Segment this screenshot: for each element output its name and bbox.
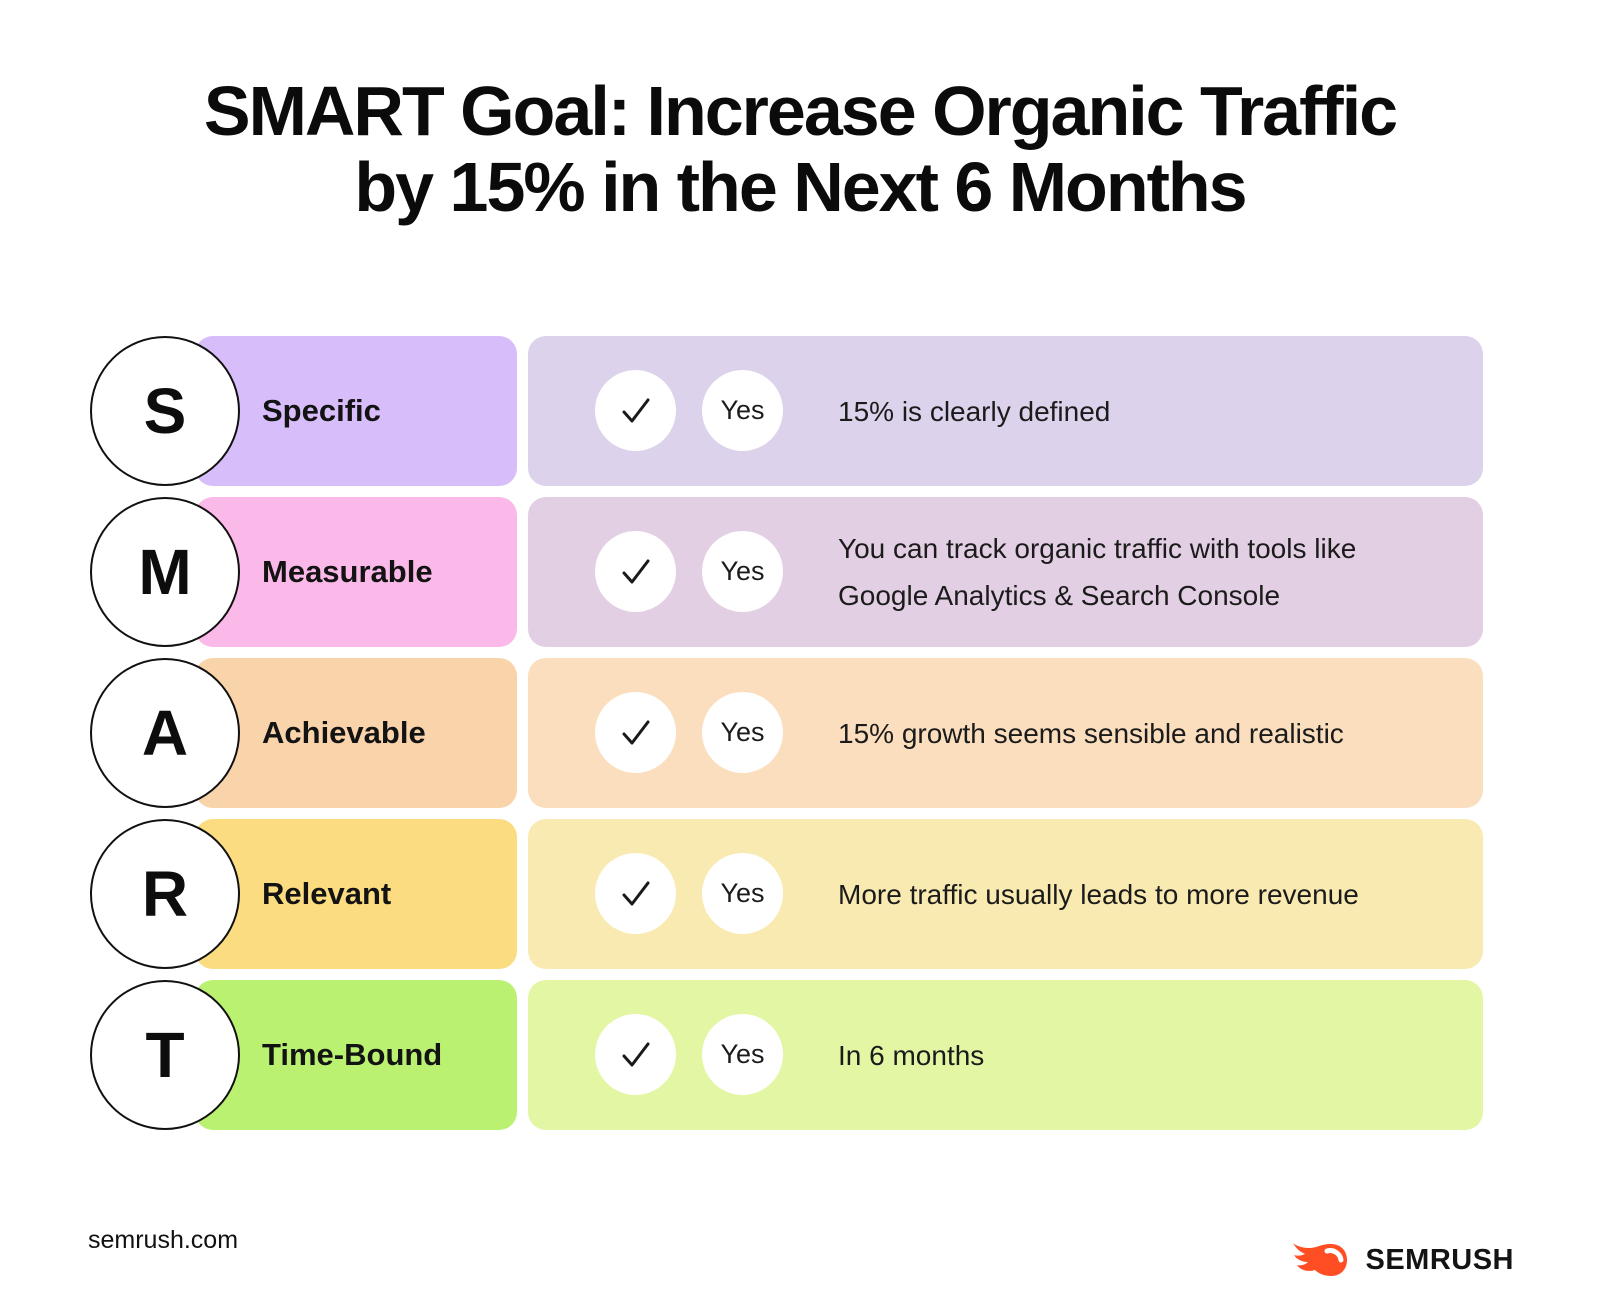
yes-label: Yes — [720, 395, 765, 425]
yes-label: Yes — [720, 1039, 765, 1069]
footer-site-url: semrush.com — [88, 1226, 239, 1254]
yes-badge: Yes — [702, 853, 783, 934]
smart-row-time-bound: T Time-Bound Yes In 6 months — [90, 980, 1483, 1130]
semrush-flame-icon — [1293, 1243, 1348, 1276]
letter: T — [145, 1019, 185, 1091]
smart-row-specific: S Specific Yes 15% is clearly defined — [90, 336, 1483, 486]
category-label: Achievable — [262, 715, 426, 750]
smart-row-achievable: A Achievable Yes 15% growth seems sensib… — [90, 658, 1483, 808]
letter: S — [143, 375, 187, 447]
check-circle — [595, 370, 676, 451]
description-line: More traffic usually leads to more reven… — [838, 878, 1359, 910]
yes-badge: Yes — [702, 370, 783, 451]
yes-label: Yes — [720, 878, 765, 908]
row-description: 15% is clearly defined — [838, 336, 1110, 486]
description-line: 15% is clearly defined — [838, 395, 1111, 427]
title-line-1: SMART Goal: Increase Organic Traffic — [203, 72, 1398, 150]
letter-circle: A — [90, 658, 240, 808]
letter-circle: S — [90, 336, 240, 486]
checkmark-icon — [622, 559, 649, 583]
letter: R — [141, 858, 189, 930]
yes-badge: Yes — [702, 531, 783, 612]
smart-row-measurable: M Measurable Yes You can track organic t… — [90, 497, 1483, 647]
check-circle — [595, 1014, 676, 1095]
checkmark-icon — [622, 720, 649, 744]
yes-badge: Yes — [702, 1014, 783, 1095]
page-title: SMART Goal: Increase Organic Traffic by … — [0, 72, 1600, 226]
description-line: 15% growth seems sensible and realistic — [838, 717, 1344, 749]
semrush-logo: SEMRUSH — [1291, 1238, 1514, 1282]
letter-circle: T — [90, 980, 240, 1130]
row-description: More traffic usually leads to more reven… — [838, 819, 1359, 969]
checkmark-icon — [622, 881, 649, 905]
category-panel — [195, 658, 517, 808]
letter: A — [141, 697, 189, 769]
row-description: You can track organic traffic with tools… — [838, 497, 1356, 647]
description-line: In 6 months — [838, 1039, 985, 1071]
check-circle — [595, 531, 676, 612]
letter: M — [138, 536, 192, 608]
check-circle — [595, 692, 676, 773]
row-description: 15% growth seems sensible and realistic — [838, 658, 1344, 808]
row-description: In 6 months — [838, 980, 984, 1130]
detail-panel: Yes You can track organic traffic with t… — [528, 497, 1483, 647]
category-label: Specific — [262, 393, 381, 428]
letter-circle: R — [90, 819, 240, 969]
detail-panel: Yes 15% is clearly defined — [528, 336, 1483, 486]
detail-panel: Yes In 6 months — [528, 980, 1483, 1130]
smart-rows: S Specific Yes 15% is clearly defined M … — [90, 336, 1483, 1141]
category-label: Relevant — [262, 876, 392, 911]
detail-panel: Yes More traffic usually leads to more r… — [528, 819, 1483, 969]
description-line: Google Analytics & Search Console — [838, 580, 1281, 611]
detail-panel: Yes 15% growth seems sensible and realis… — [528, 658, 1483, 808]
category-panel — [195, 980, 517, 1130]
checkmark-icon — [622, 398, 649, 422]
category-panel — [195, 336, 517, 486]
category-panel — [195, 819, 517, 969]
yes-label: Yes — [720, 556, 765, 586]
category-panel — [195, 497, 517, 647]
checkmark-icon — [622, 1042, 649, 1066]
yes-label: Yes — [720, 717, 765, 747]
category-label: Time-Bound — [262, 1037, 443, 1072]
yes-badge: Yes — [702, 692, 783, 773]
title-line-2: by 15% in the Next 6 Months — [354, 147, 1247, 226]
smart-row-relevant: R Relevant Yes More traffic usually lead… — [90, 819, 1483, 969]
semrush-wordmark: SEMRUSH — [1365, 1243, 1514, 1276]
category-label: Measurable — [262, 554, 433, 589]
check-circle — [595, 853, 676, 934]
description-line: You can track organic traffic with tools… — [838, 533, 1357, 564]
letter-circle: M — [90, 497, 240, 647]
